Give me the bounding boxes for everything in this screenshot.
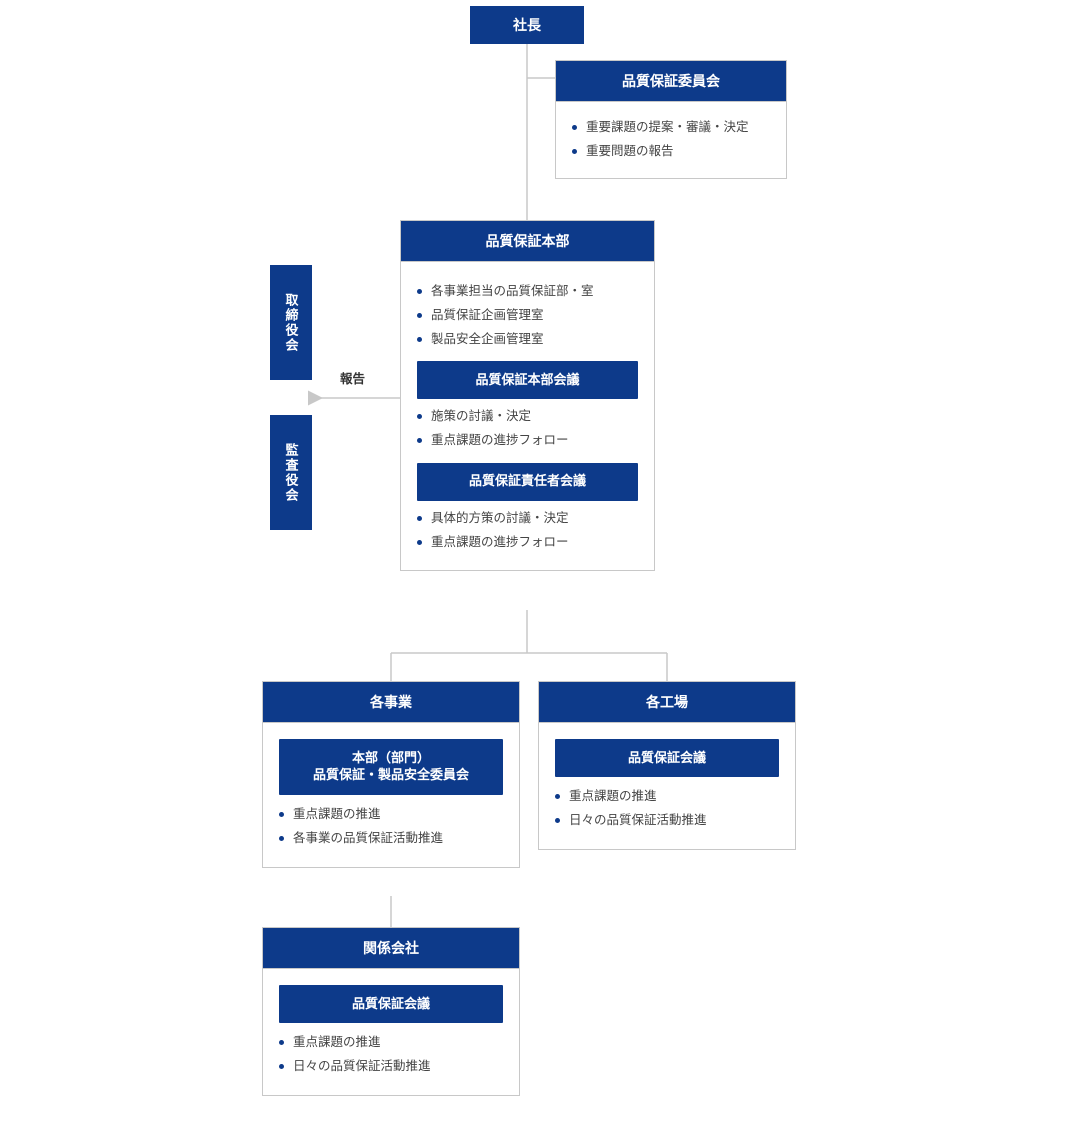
list-item: 重点課題の推進 — [555, 785, 779, 809]
qa-hq-sub1-title: 品質保証本部会議 — [475, 372, 579, 389]
list-item: 品質保証企画管理室 — [417, 304, 638, 328]
list-item: 日々の品質保証活動推進 — [279, 1055, 503, 1079]
list-item: 重点課題の進捗フォロー — [417, 531, 638, 555]
list-item: 日々の品質保証活動推進 — [555, 809, 779, 833]
list-item: 製品安全企画管理室 — [417, 328, 638, 352]
president-label: 社長 — [513, 16, 541, 34]
list-item: 各事業の品質保証活動推進 — [279, 827, 503, 851]
node-board-auditors: 監査役会 — [270, 415, 312, 530]
list-item: 重点課題の推進 — [279, 1031, 503, 1055]
qa-committee-items: 重要課題の提案・審議・決定 重要問題の報告 — [572, 116, 770, 164]
affiliates-sub-title: 品質保証会議 — [352, 996, 430, 1013]
affiliates-title: 関係会社 — [363, 939, 419, 957]
each-business-sub-title: 本部（部門） 品質保証・製品安全委員会 — [313, 750, 469, 784]
each-business-items: 重点課題の推進 各事業の品質保証活動推進 — [279, 803, 503, 851]
node-board-directors: 取締役会 — [270, 265, 312, 380]
each-business-title: 各事業 — [370, 693, 412, 711]
each-factory-title: 各工場 — [646, 693, 688, 711]
list-item: 施策の討議・決定 — [417, 405, 638, 429]
report-label: 報告 — [340, 368, 365, 387]
qa-committee-title: 品質保証委員会 — [622, 72, 720, 90]
qa-hq-main-items: 各事業担当の品質保証部・室 品質保証企画管理室 製品安全企画管理室 — [417, 280, 638, 351]
list-item: 重点課題の進捗フォロー — [417, 429, 638, 453]
list-item: 重要問題の報告 — [572, 140, 770, 164]
node-each-business: 各事業 本部（部門） 品質保証・製品安全委員会 重点課題の推進 各事業の品質保証… — [262, 681, 520, 868]
qa-hq-sub2-items: 具体的方策の討議・決定 重点課題の進捗フォロー — [417, 507, 638, 555]
node-each-factory: 各工場 品質保証会議 重点課題の推進 日々の品質保証活動推進 — [538, 681, 796, 850]
board-directors-label: 取締役会 — [282, 293, 301, 353]
node-qa-hq: 品質保証本部 各事業担当の品質保証部・室 品質保証企画管理室 製品安全企画管理室… — [400, 220, 655, 571]
list-item: 重点課題の推進 — [279, 803, 503, 827]
list-item: 重要課題の提案・審議・決定 — [572, 116, 770, 140]
board-auditors-label: 監査役会 — [282, 443, 301, 503]
list-item: 具体的方策の討議・決定 — [417, 507, 638, 531]
qa-hq-sub1-items: 施策の討議・決定 重点課題の進捗フォロー — [417, 405, 638, 453]
node-affiliates: 関係会社 品質保証会議 重点課題の推進 日々の品質保証活動推進 — [262, 927, 520, 1096]
each-factory-items: 重点課題の推進 日々の品質保証活動推進 — [555, 785, 779, 833]
qa-hq-sub2-title: 品質保証責任者会議 — [469, 473, 586, 490]
org-chart-canvas: 社長 品質保証委員会 重要課題の提案・審議・決定 重要問題の報告 品質保証本部 … — [0, 0, 1080, 1138]
node-president: 社長 — [470, 6, 584, 44]
each-factory-sub-title: 品質保証会議 — [628, 750, 706, 767]
qa-hq-title: 品質保証本部 — [486, 232, 570, 250]
affiliates-items: 重点課題の推進 日々の品質保証活動推進 — [279, 1031, 503, 1079]
list-item: 各事業担当の品質保証部・室 — [417, 280, 638, 304]
node-qa-committee: 品質保証委員会 重要課題の提案・審議・決定 重要問題の報告 — [555, 60, 787, 179]
